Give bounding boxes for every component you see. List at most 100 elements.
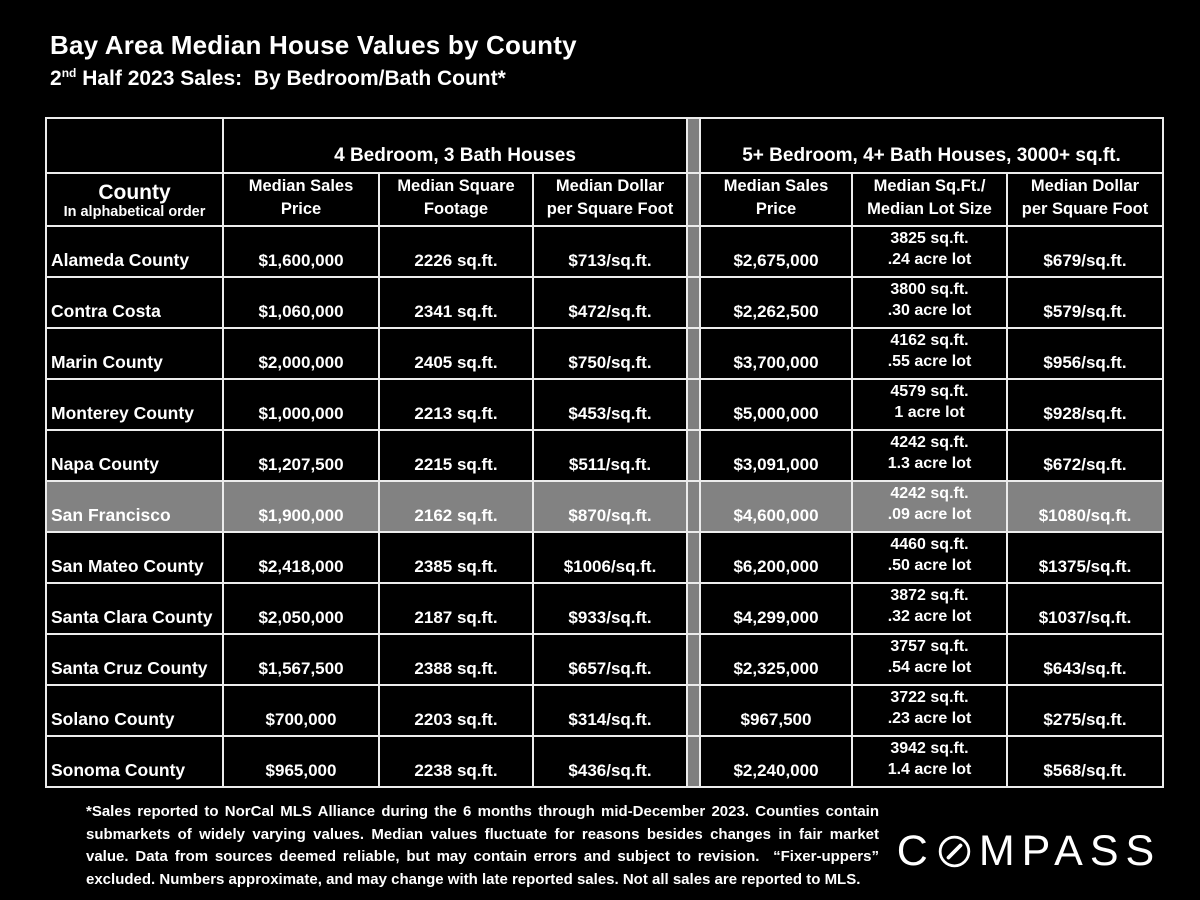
cell-4bd-sqft: 2215 sq.ft.	[378, 429, 534, 482]
lot-line: .55 acre lot	[887, 353, 972, 371]
table-row-santa-cruz: Santa Cruz County $1,567,500 2388 sq.ft.…	[45, 633, 1164, 686]
cell-5bd-ppsf: $956/sq.ft.	[1006, 327, 1164, 380]
logo-text-mpass: MPASS	[978, 826, 1162, 875]
cell-5bd-ppsf: $275/sq.ft.	[1006, 684, 1164, 737]
cell-5bd-ppsf: $679/sq.ft.	[1006, 225, 1164, 278]
cell-4bd-price: $2,050,000	[222, 582, 380, 635]
table-row-san-mateo: San Mateo County $2,418,000 2385 sq.ft. …	[45, 531, 1164, 584]
cell-4bd-price: $1,060,000	[222, 276, 380, 329]
lot-line: .50 acre lot	[887, 557, 972, 575]
section-divider	[686, 582, 701, 635]
header-line: Price	[280, 199, 322, 218]
corner-blank-cell	[45, 117, 224, 174]
section-divider	[686, 327, 701, 380]
cell-5bd-price: $967,500	[699, 684, 853, 737]
lot-line: 1.3 acre lot	[887, 455, 972, 473]
compass-logo: C MPASS	[896, 824, 1162, 878]
page-title: Bay Area Median House Values by County	[50, 30, 577, 60]
section-divider	[686, 429, 701, 482]
cell-4bd-price: $2,418,000	[222, 531, 380, 584]
sqft-line: 4242 sq.ft.	[890, 433, 969, 451]
cell-5bd-ppsf: $579/sq.ft.	[1006, 276, 1164, 329]
sqft-line: 3722 sq.ft.	[890, 688, 969, 706]
sqft-line: 4162 sq.ft.	[890, 331, 969, 349]
logo-text-c: C	[896, 826, 935, 875]
cell-5bd-sqft-lot: 4579 sq.ft. 1 acre lot	[851, 378, 1008, 431]
cell-county: San Mateo County	[45, 531, 224, 584]
group-header-row: 4 Bedroom, 3 Bath Houses 5+ Bedroom, 4+ …	[45, 117, 1164, 174]
cell-5bd-price: $2,240,000	[699, 735, 853, 788]
cell-4bd-sqft: 2203 sq.ft.	[378, 684, 534, 737]
col-header-left-price: Median Sales Price	[222, 172, 380, 227]
cell-4bd-sqft: 2187 sq.ft.	[378, 582, 534, 635]
cell-county: Solano County	[45, 684, 224, 737]
header-line: Median Sq.Ft./	[873, 177, 986, 196]
footnote-disclaimer: *Sales reported to NorCal MLS Alliance d…	[86, 803, 884, 888]
cell-5bd-sqft-lot: 4242 sq.ft. .09 acre lot	[851, 480, 1008, 533]
cell-5bd-sqft-lot: 3800 sq.ft. .30 acre lot	[851, 276, 1008, 329]
lot-line: .32 acre lot	[887, 608, 972, 626]
table-row-santa-clara: Santa Clara County $2,050,000 2187 sq.ft…	[45, 582, 1164, 635]
cell-4bd-sqft: 2385 sq.ft.	[378, 531, 534, 584]
lot-line: .54 acre lot	[887, 659, 972, 677]
subtitle-text: Half 2023 Sales: By Bedroom/Bath Count*	[76, 67, 506, 90]
cell-4bd-sqft: 2405 sq.ft.	[378, 327, 534, 380]
table-row-contra-costa: Contra Costa $1,060,000 2341 sq.ft. $472…	[45, 276, 1164, 329]
cell-5bd-sqft-lot: 4162 sq.ft. .55 acre lot	[851, 327, 1008, 380]
table-row-napa: Napa County $1,207,500 2215 sq.ft. $511/…	[45, 429, 1164, 482]
cell-5bd-price: $6,200,000	[699, 531, 853, 584]
section-divider	[686, 172, 701, 227]
county-column-header: County In alphabetical order	[45, 172, 224, 227]
table-row-solano: Solano County $700,000 2203 sq.ft. $314/…	[45, 684, 1164, 737]
cell-4bd-price: $1,207,500	[222, 429, 380, 482]
cell-county: Napa County	[45, 429, 224, 482]
cell-4bd-ppsf: $933/sq.ft.	[532, 582, 688, 635]
cell-5bd-ppsf: $928/sq.ft.	[1006, 378, 1164, 431]
cell-4bd-sqft: 2226 sq.ft.	[378, 225, 534, 278]
header-line: Footage	[423, 199, 489, 218]
section-divider	[686, 117, 701, 174]
sqft-line: 3872 sq.ft.	[890, 586, 969, 604]
cell-county: Santa Cruz County	[45, 633, 224, 686]
col-header-left-ppsf: Median Dollar per Square Foot	[532, 172, 688, 227]
county-header-title: County	[98, 180, 171, 204]
cell-4bd-price: $700,000	[222, 684, 380, 737]
cell-5bd-ppsf: $1375/sq.ft.	[1006, 531, 1164, 584]
cell-4bd-sqft: 2341 sq.ft.	[378, 276, 534, 329]
cell-5bd-price: $2,262,500	[699, 276, 853, 329]
lot-line: .30 acre lot	[887, 302, 972, 320]
sqft-line: 3825 sq.ft.	[890, 229, 969, 247]
section-divider	[686, 225, 701, 278]
col-header-right-ppsf: Median Dollar per Square Foot	[1006, 172, 1164, 227]
header-line: Median Lot Size	[867, 199, 992, 218]
lot-line: 1.4 acre lot	[887, 761, 972, 779]
lot-line: .24 acre lot	[887, 251, 972, 269]
sqft-line: 4460 sq.ft.	[890, 535, 969, 553]
sqft-line: 3942 sq.ft.	[890, 739, 969, 757]
cell-5bd-sqft-lot: 4460 sq.ft. .50 acre lot	[851, 531, 1008, 584]
subtitle-number: 2	[50, 67, 62, 90]
county-header-subtitle: In alphabetical order	[63, 204, 206, 220]
cell-county: Santa Clara County	[45, 582, 224, 635]
cell-5bd-sqft-lot: 4242 sq.ft. 1.3 acre lot	[851, 429, 1008, 482]
cell-county: Sonoma County	[45, 735, 224, 788]
cell-4bd-ppsf: $472/sq.ft.	[532, 276, 688, 329]
cell-4bd-ppsf: $436/sq.ft.	[532, 735, 688, 788]
header-line: Price	[755, 199, 797, 218]
sqft-line: 4579 sq.ft.	[890, 382, 969, 400]
cell-4bd-price: $2,000,000	[222, 327, 380, 380]
lot-line: .23 acre lot	[887, 710, 972, 728]
section-divider	[686, 276, 701, 329]
cell-4bd-ppsf: $314/sq.ft.	[532, 684, 688, 737]
cell-4bd-ppsf: $511/sq.ft.	[532, 429, 688, 482]
table-row-monterey: Monterey County $1,000,000 2213 sq.ft. $…	[45, 378, 1164, 431]
cell-4bd-sqft: 2213 sq.ft.	[378, 378, 534, 431]
header-line: Median Sales	[723, 177, 829, 196]
header-line: Median Dollar	[555, 177, 665, 196]
section-divider	[686, 633, 701, 686]
cell-5bd-price: $3,700,000	[699, 327, 853, 380]
header-line: per Square Foot	[1021, 199, 1149, 218]
section-divider	[686, 378, 701, 431]
cell-5bd-sqft-lot: 3722 sq.ft. .23 acre lot	[851, 684, 1008, 737]
sqft-line: 4242 sq.ft.	[890, 484, 969, 502]
